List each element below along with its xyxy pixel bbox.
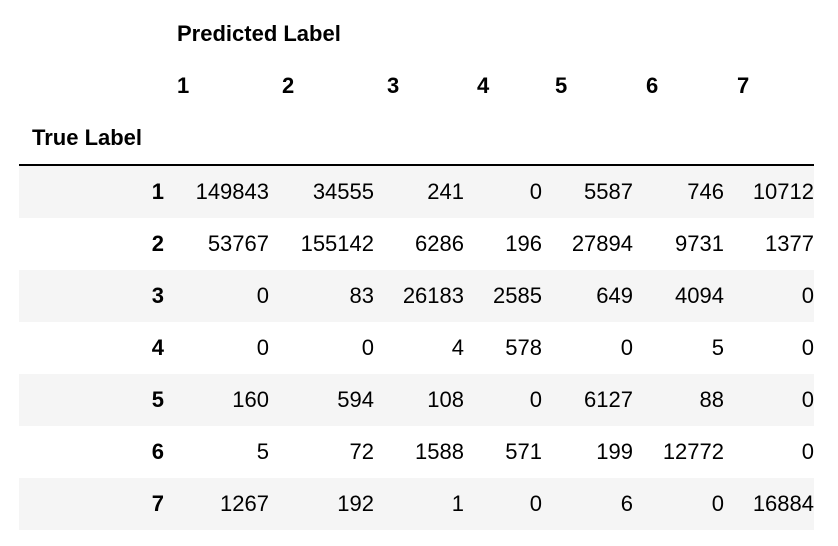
header-blank-cell	[19, 60, 164, 112]
header-blank-cell	[724, 112, 814, 166]
table-cell: 0	[801, 387, 814, 412]
table-cell: 6286	[415, 231, 464, 256]
table-row: 1 149843 34555 241 0 5587 746 10712	[19, 165, 814, 218]
column-label: 4	[477, 73, 490, 98]
column-label: 5	[555, 73, 568, 98]
table-cell: 0	[256, 283, 269, 308]
table-cell: 0	[529, 491, 542, 516]
table-cell: 27894	[571, 231, 633, 256]
table-cell: 53767	[207, 231, 269, 256]
row-label: 5	[151, 387, 164, 412]
row-label: 6	[151, 439, 164, 464]
row-label: 3	[151, 283, 164, 308]
table-cell: 12772	[662, 439, 724, 464]
row-label: 4	[151, 335, 164, 360]
table-cell: 10712	[752, 179, 814, 204]
table-cell: 34555	[312, 179, 374, 204]
table-cell: 9731	[675, 231, 724, 256]
column-label: 3	[387, 73, 400, 98]
table-cell: 155142	[300, 231, 374, 256]
table-cell: 0	[620, 335, 633, 360]
header-blank-cell	[19, 8, 164, 60]
table-cell: 0	[529, 387, 542, 412]
table-cell: 241	[427, 179, 464, 204]
table-row: 7 1267 192 1 0 6 0 16884	[19, 478, 814, 530]
table-row: 2 53767 155142 6286 196 27894 9731 1377	[19, 218, 814, 270]
table-cell: 649	[596, 283, 633, 308]
row-label: 1	[151, 179, 164, 204]
table-cell: 5587	[584, 179, 633, 204]
table-cell: 199	[596, 439, 633, 464]
confusion-matrix-table: Predicted Label 1 2 3 4 5 6 7 True Label	[19, 8, 814, 530]
table-cell: 0	[529, 179, 542, 204]
header-blank-cell	[164, 112, 269, 166]
table-cell: 2585	[493, 283, 542, 308]
table-cell: 0	[801, 283, 814, 308]
table-cell: 0	[256, 335, 269, 360]
column-labels-row: 1 2 3 4 5 6 7	[19, 60, 814, 112]
table-cell: 149843	[195, 179, 269, 204]
table-row: 6 5 72 1588 571 199 12772 0	[19, 426, 814, 478]
header-blank-cell	[374, 112, 464, 166]
header-blank-cell	[542, 112, 633, 166]
table-cell: 1377	[765, 231, 814, 256]
table-cell: 88	[699, 387, 724, 412]
column-label: 7	[737, 73, 750, 98]
table-cell: 72	[349, 439, 374, 464]
table-cell: 5	[711, 335, 724, 360]
table-cell: 1267	[220, 491, 269, 516]
table-cell: 571	[505, 439, 542, 464]
table-cell: 6127	[584, 387, 633, 412]
table-row: 5 160 594 108 0 6127 88 0	[19, 374, 814, 426]
row-label: 2	[151, 231, 164, 256]
table-row: 4 0 0 4 578 0 5 0	[19, 322, 814, 374]
table-cell: 16884	[752, 491, 814, 516]
index-name-row: True Label	[19, 112, 814, 166]
column-label: 6	[646, 73, 659, 98]
column-label: 1	[177, 73, 190, 98]
header-blank-cell	[464, 112, 542, 166]
table-cell: 0	[801, 335, 814, 360]
table-cell: 192	[337, 491, 374, 516]
table-cell: 26183	[402, 283, 464, 308]
table-cell: 5	[256, 439, 269, 464]
columns-name-row: Predicted Label	[19, 8, 814, 60]
table-cell: 108	[427, 387, 464, 412]
header-blank-cell	[633, 112, 724, 166]
table-cell: 1588	[415, 439, 464, 464]
row-label: 7	[151, 491, 164, 516]
table-cell: 4094	[675, 283, 724, 308]
table-body: 1 149843 34555 241 0 5587 746 10712 2 53…	[19, 165, 814, 530]
table-cell: 0	[711, 491, 724, 516]
table-cell: 83	[349, 283, 374, 308]
table-cell: 1	[451, 491, 464, 516]
columns-name-heading: Predicted Label	[177, 21, 341, 46]
table-header: Predicted Label 1 2 3 4 5 6 7 True Label	[19, 8, 814, 166]
table-cell: 4	[451, 335, 464, 360]
table-cell: 746	[687, 179, 724, 204]
table-cell: 594	[337, 387, 374, 412]
table-cell: 6	[620, 491, 633, 516]
header-blank-cell	[269, 112, 374, 166]
column-label: 2	[282, 73, 295, 98]
table-cell: 196	[505, 231, 542, 256]
table-row: 3 0 83 26183 2585 649 4094 0	[19, 270, 814, 322]
table-cell: 0	[361, 335, 374, 360]
index-name-heading: True Label	[19, 112, 164, 166]
table-cell: 160	[232, 387, 269, 412]
table-cell: 0	[801, 439, 814, 464]
table-cell: 578	[505, 335, 542, 360]
